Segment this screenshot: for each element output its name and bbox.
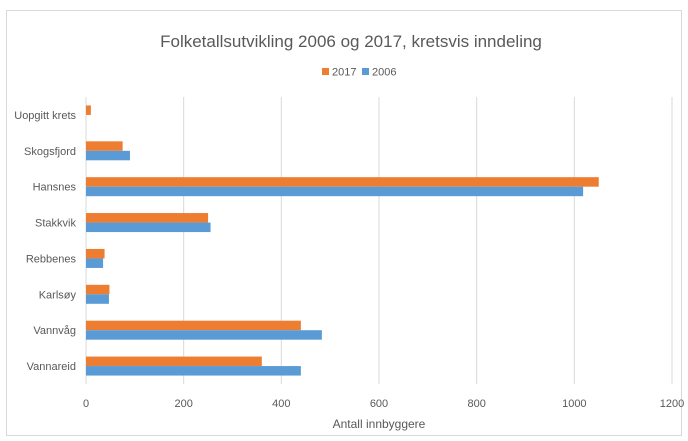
bar-2006-skogsfjord xyxy=(86,150,130,161)
category-label: Hansnes xyxy=(33,182,77,194)
category-label: Rebbenes xyxy=(26,253,77,265)
legend-label-2006: 2006 xyxy=(372,67,396,79)
x-tick-label: 400 xyxy=(272,398,290,410)
bar-2006-karls-y xyxy=(86,294,109,304)
bar-2006-vannareid xyxy=(86,366,301,376)
bar-2017-stakkvik xyxy=(86,213,209,223)
bar-2006-vannv-g xyxy=(86,330,322,340)
legend-swatch-2006 xyxy=(362,68,369,75)
x-tick-label: 0 xyxy=(83,398,89,410)
chart-title: Folketallsutvikling 2006 og 2017, kretsv… xyxy=(160,32,542,51)
bar-2017-uopgitt-krets xyxy=(86,105,91,115)
bar-2017-rebbenes xyxy=(86,248,105,259)
bar-2006-rebbenes xyxy=(86,258,104,268)
bar-2017-vannareid xyxy=(86,356,262,367)
bar-2017-vannv-g xyxy=(86,320,301,331)
bar-2017-karls-y xyxy=(86,284,110,295)
category-label: Skogsfjord xyxy=(24,146,76,158)
bar-2017-skogsfjord xyxy=(86,141,123,151)
category-labels: Uopgitt krets Skogsfjord Hansnes Stakkvik Re… xyxy=(14,110,76,373)
bar-2006-hansnes xyxy=(86,186,584,197)
x-axis-title: Antall innbyggere xyxy=(333,417,426,431)
bar-2017-hansnes xyxy=(86,177,599,187)
bar-2006-stakkvik xyxy=(86,222,211,233)
legend-swatch-2017 xyxy=(322,68,329,75)
category-label: Karlsøy xyxy=(39,289,77,301)
x-tick-label: 600 xyxy=(370,398,388,410)
category-label: Stakkvik xyxy=(35,218,76,230)
x-tick-label: 200 xyxy=(174,398,192,410)
legend: 2017 2006 xyxy=(322,67,396,79)
x-tick-label: 1200 xyxy=(660,398,684,410)
gridlines xyxy=(85,97,673,384)
x-tick-labels: 0 200 400 600 800 1000 1200 xyxy=(83,398,684,410)
category-label: Vannvåg xyxy=(33,325,76,337)
bars xyxy=(86,105,599,376)
legend-label-2017: 2017 xyxy=(332,67,356,79)
x-tick-label: 1000 xyxy=(562,398,586,410)
x-tick-label: 800 xyxy=(467,398,485,410)
category-label: Vannareid xyxy=(27,361,76,373)
category-label: Uopgitt krets xyxy=(14,110,76,122)
